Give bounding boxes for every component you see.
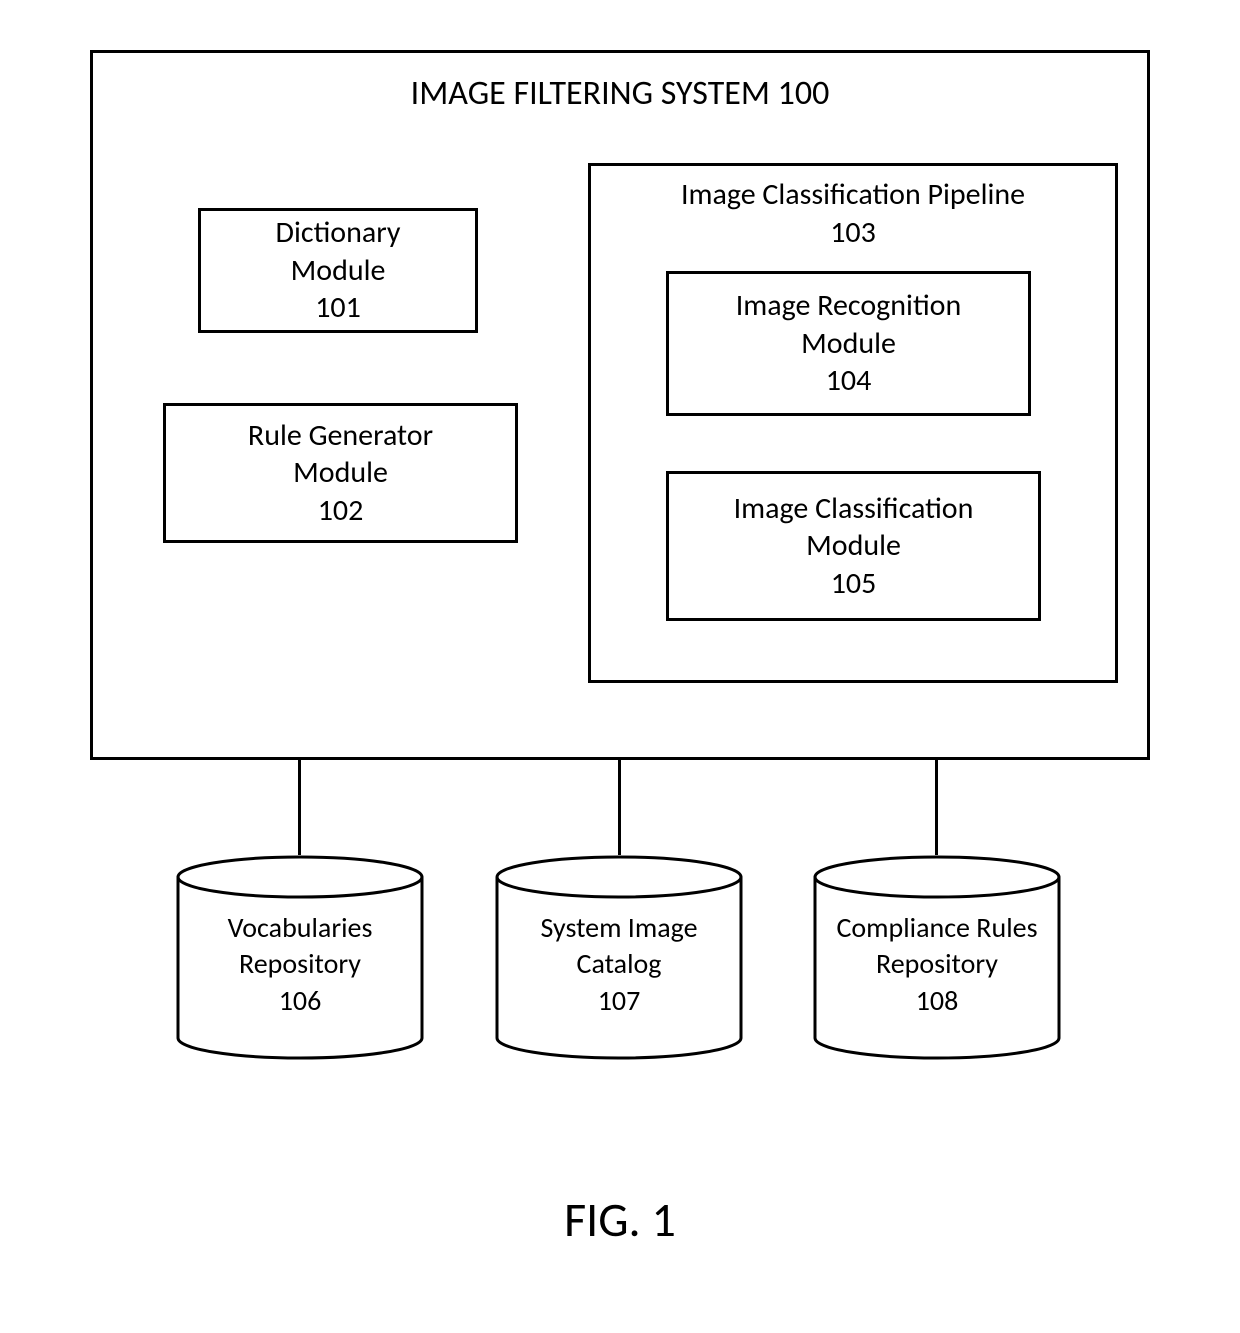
cyl1-label: Vocabularies Repository 106: [175, 910, 425, 1019]
system-image-catalog-cylinder: System Image Catalog 107: [494, 855, 744, 1060]
connector-3: [935, 760, 938, 855]
cyl2-line1: System Image: [541, 910, 698, 945]
main-title: IMAGE FILTERING SYSTEM 100: [93, 53, 1147, 114]
image-classification-pipeline-box: Image Classification Pipeline 103 Image …: [588, 163, 1118, 683]
rule-line3: 102: [166, 492, 515, 530]
dictionary-module-box: Dictionary Module 101: [198, 208, 478, 333]
dict-line2: Module: [201, 252, 475, 290]
main-system-box: IMAGE FILTERING SYSTEM 100 Dictionary Mo…: [90, 50, 1150, 760]
pipeline-title-line1: Image Classification Pipeline: [681, 176, 1025, 213]
connector-1: [298, 760, 301, 855]
cyl3-line2: Repository: [876, 946, 998, 981]
cyl3-label: Compliance Rules Repository 108: [812, 910, 1062, 1019]
cyl1-line1: Vocabularies: [228, 910, 373, 945]
classif-line3: 105: [669, 565, 1038, 603]
cyl2-line3: 107: [598, 983, 641, 1018]
classif-line2: Module: [669, 527, 1038, 565]
rule-generator-module-box: Rule Generator Module 102: [163, 403, 518, 543]
cyl2-label: System Image Catalog 107: [494, 910, 744, 1019]
compliance-rules-repository-cylinder: Compliance Rules Repository 108: [812, 855, 1062, 1060]
pipeline-title: Image Classification Pipeline 103: [591, 166, 1115, 251]
recog-line3: 104: [669, 362, 1028, 400]
classif-line1: Image Classification: [669, 490, 1038, 528]
dict-line1: Dictionary: [201, 214, 475, 252]
image-classification-module-box: Image Classification Module 105: [666, 471, 1041, 621]
connector-2: [618, 760, 621, 855]
recog-line1: Image Recognition: [669, 287, 1028, 325]
cyl1-line3: 106: [279, 983, 322, 1018]
vocabularies-repository-cylinder: Vocabularies Repository 106: [175, 855, 425, 1060]
cyl3-line1: Compliance Rules: [836, 910, 1037, 945]
pipeline-title-line2: 103: [830, 214, 876, 251]
dict-line3: 101: [201, 289, 475, 327]
cyl2-line2: Catalog: [577, 946, 662, 981]
rule-line1: Rule Generator: [166, 417, 515, 455]
rule-line2: Module: [166, 454, 515, 492]
cyl3-line3: 108: [916, 983, 959, 1018]
recog-line2: Module: [669, 325, 1028, 363]
cyl1-line2: Repository: [239, 946, 361, 981]
image-recognition-module-box: Image Recognition Module 104: [666, 271, 1031, 416]
figure-label: FIG. 1: [0, 1190, 1240, 1249]
